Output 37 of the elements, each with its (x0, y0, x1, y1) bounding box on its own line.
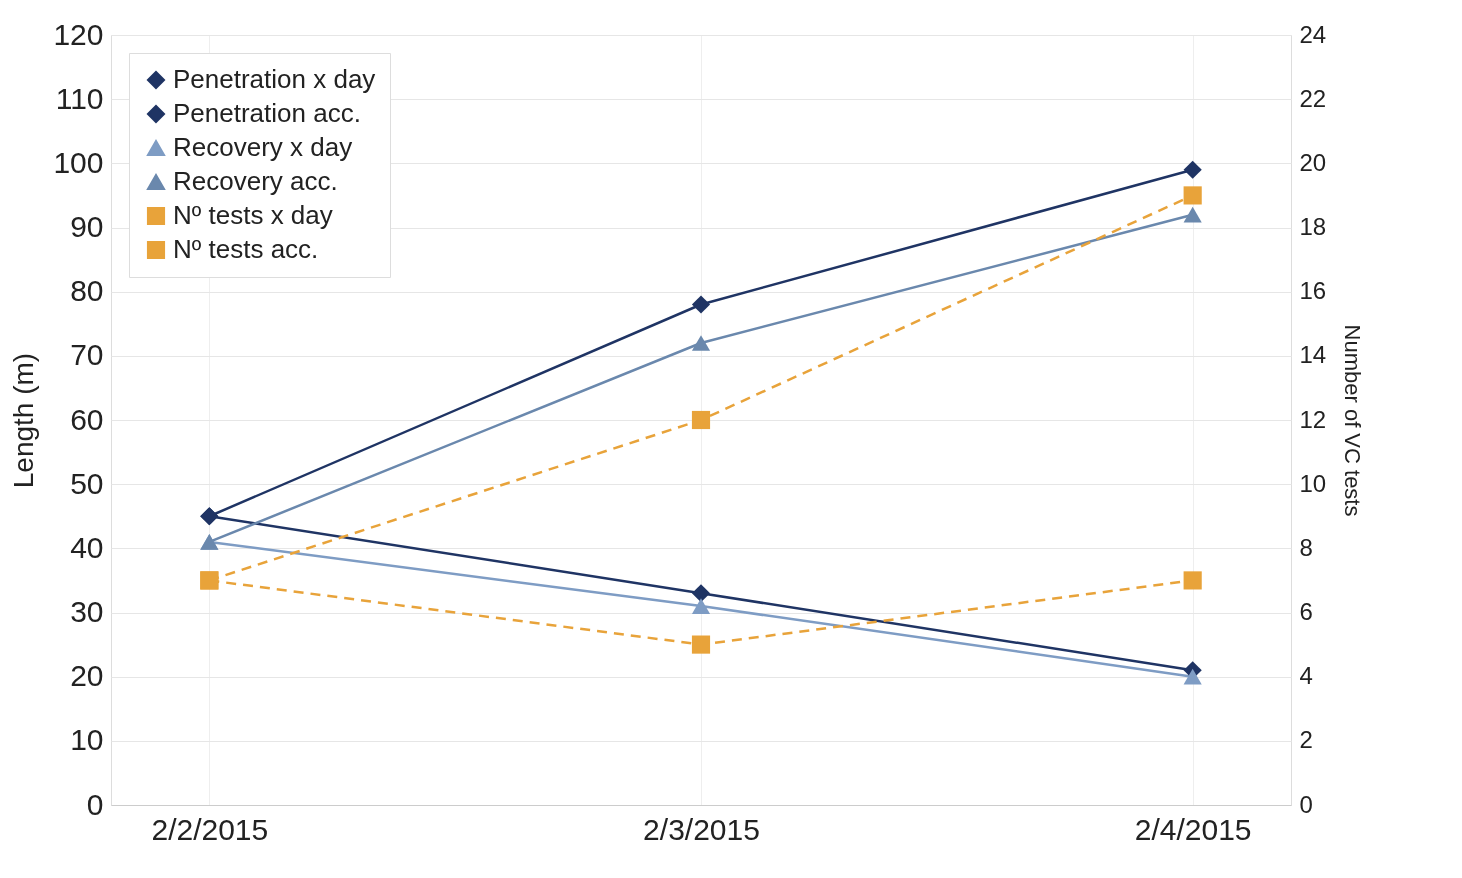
y-tick-label: 0 (86, 787, 104, 821)
y2-tick-label: 18 (1299, 213, 1327, 240)
y2-tick-label: 0 (1299, 790, 1313, 818)
y2-axis-title: Number of VC tests (1340, 324, 1366, 517)
legend-label: Penetration x day (173, 64, 376, 94)
x-tick-label: 2/2/2015 (151, 812, 269, 846)
x-tick-label: 2/3/2015 (643, 812, 760, 846)
y2-tick-label: 10 (1299, 469, 1327, 497)
legend-label: Penetration acc. (173, 98, 361, 128)
y-tick-label: 120 (53, 17, 104, 51)
legend-label: Nº tests x day (173, 200, 333, 230)
y-tick-label: 60 (70, 402, 104, 436)
y-axis-title: Length (m) (8, 352, 40, 489)
y-tick-label: 90 (70, 210, 104, 243)
y2-tick-label: 16 (1299, 277, 1327, 305)
y2-tick-label: 14 (1299, 341, 1327, 369)
legend-label: Recovery x day (173, 132, 353, 162)
y-tick-label: 20 (70, 659, 104, 693)
x-tick-label: 2/4/2015 (1134, 812, 1252, 846)
y-tick-label: 50 (70, 466, 104, 500)
legend-label: Nº tests acc. (173, 234, 319, 264)
y-tick-label: 70 (70, 338, 104, 372)
y2-tick-label: 24 (1299, 20, 1327, 48)
y2-tick-label: 20 (1299, 148, 1327, 176)
y-tick-label: 40 (70, 530, 104, 564)
y2-tick-label: 6 (1299, 598, 1313, 625)
y-tick-label: 100 (53, 145, 104, 179)
y-tick-label: 10 (70, 723, 104, 757)
y-tick-label: 110 (55, 81, 104, 115)
y2-tick-label: 12 (1299, 405, 1327, 433)
y-tick-label: 30 (70, 595, 104, 628)
y2-tick-label: 22 (1299, 84, 1327, 112)
y2-tick-label: 8 (1299, 533, 1313, 561)
legend-label: Recovery acc. (173, 166, 338, 196)
y2-tick-label: 2 (1299, 726, 1313, 754)
y-tick-label: 80 (70, 274, 104, 308)
y2-tick-label: 4 (1299, 662, 1313, 690)
